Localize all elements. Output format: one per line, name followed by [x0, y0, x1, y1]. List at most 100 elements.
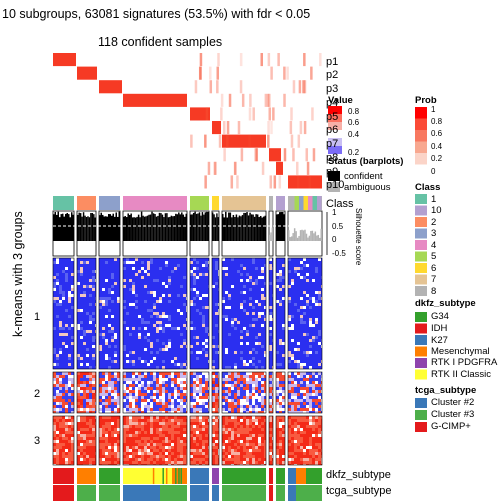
heatmap-cell [168, 309, 171, 312]
heatmap-cell [212, 300, 215, 303]
heatmap-cell [80, 303, 83, 306]
heatmap-cell [126, 342, 129, 345]
heatmap-cell [114, 270, 117, 273]
silhouette-bar [256, 214, 259, 241]
heatmap-cell [141, 285, 144, 288]
heatmap-cell [168, 384, 171, 387]
class-cell [303, 196, 308, 210]
heatmap-cell [279, 399, 282, 402]
heatmap-cell [53, 321, 56, 324]
heatmap-cell [77, 399, 80, 402]
heatmap-cell [196, 333, 199, 336]
heatmap-cell [208, 291, 209, 294]
heatmap-cell [117, 446, 120, 449]
heatmap-cell [218, 378, 219, 381]
heatmap-cell [212, 270, 215, 273]
heatmap-cell [315, 372, 318, 375]
heatmap-cell [199, 267, 202, 270]
heatmap-cell [171, 390, 174, 393]
heatmap-cell [68, 357, 71, 360]
heatmap-cell [180, 378, 183, 381]
heatmap-cell [240, 309, 243, 312]
heatmap-cell [190, 381, 193, 384]
heatmap-cell [135, 360, 138, 363]
heatmap-cell [212, 264, 215, 267]
heatmap-cell [318, 318, 321, 321]
heatmap-cell [129, 321, 132, 324]
heatmap-cell [114, 273, 117, 276]
heatmap-cell [92, 422, 95, 425]
heatmap-cell [261, 327, 264, 330]
heatmap-cell [294, 387, 297, 390]
heatmap-cell [321, 291, 322, 294]
heatmap-cell [222, 327, 225, 330]
heatmap-cell [165, 309, 168, 312]
heatmap-cell [177, 363, 180, 366]
heatmap-cell [138, 297, 141, 300]
heatmap-cell [222, 285, 225, 288]
heatmap-cell [228, 288, 231, 291]
heatmap-cell [95, 396, 96, 399]
heatmap-cell [318, 408, 321, 411]
silhouette-bar [295, 231, 297, 241]
heatmap-cell [246, 396, 249, 399]
heatmap-cell [246, 318, 249, 321]
heatmap-cell [288, 342, 291, 345]
heatmap-cell [234, 273, 237, 276]
heatmap-cell [225, 330, 228, 333]
heatmap-cell [321, 393, 322, 396]
silhouette-bar [160, 213, 162, 241]
heatmap-cell [294, 267, 297, 270]
heatmap-cell [174, 303, 177, 306]
heatmap-cell [156, 366, 159, 369]
heatmap-cell [62, 431, 65, 434]
heatmap-cell [306, 396, 309, 399]
heatmap-cell [71, 464, 74, 465]
heatmap-cell [243, 354, 246, 357]
heatmap-cell [282, 351, 285, 354]
heatmap-cell [208, 270, 209, 273]
heatmap-cell [147, 336, 150, 339]
silhouette-bar [94, 217, 96, 241]
heatmap-cell [255, 408, 258, 411]
heatmap-cell [147, 384, 150, 387]
heatmap-cell [269, 327, 272, 330]
heatmap-cell [312, 258, 315, 261]
heatmap-cell [282, 366, 285, 369]
heatmap-cell [231, 336, 234, 339]
heatmap-cell [138, 300, 141, 303]
heatmap-cell [315, 396, 318, 399]
heatmap-cell [231, 276, 234, 279]
heatmap-cell [65, 411, 68, 413]
heatmap-cell [269, 402, 272, 405]
heatmap-cell [95, 291, 96, 294]
heatmap-cell [171, 408, 174, 411]
heatmap-cell [249, 372, 252, 375]
heatmap-cell [190, 396, 193, 399]
heatmap-cell [196, 312, 199, 315]
heatmap-cell [171, 348, 174, 351]
heatmap-cell [77, 387, 80, 390]
heatmap-cell [171, 402, 174, 405]
heatmap-cell [102, 416, 105, 419]
heatmap-cell [71, 402, 74, 405]
heatmap-cell [83, 273, 86, 276]
heatmap-cell [92, 267, 95, 270]
prob-cell [248, 107, 252, 121]
heatmap-cell [215, 330, 218, 333]
heatmap-cell [168, 339, 171, 342]
heatmap-cell [202, 408, 205, 411]
heatmap-cell [53, 363, 56, 366]
heatmap-cell [205, 411, 208, 413]
heatmap-cell [300, 321, 303, 324]
heatmap-cell [99, 333, 102, 336]
heatmap-cell [264, 294, 266, 297]
heatmap-cell [177, 372, 180, 375]
heatmap-cell [144, 339, 147, 342]
heatmap-cell [132, 294, 135, 297]
heatmap-cell [297, 309, 300, 312]
heatmap-cell [138, 363, 141, 366]
heatmap-cell [190, 300, 193, 303]
heatmap-cell [246, 303, 249, 306]
heatmap-cell [255, 336, 258, 339]
